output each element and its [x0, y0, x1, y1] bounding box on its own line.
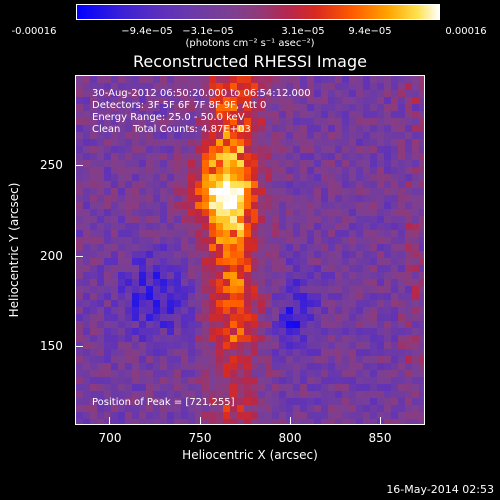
x-tick-mark	[200, 417, 201, 425]
x-tick-mark	[380, 417, 381, 425]
detectors-text: Detectors: 3F 5F 6F 7F 8F 9F, Att 0	[92, 100, 267, 111]
colorbar	[76, 4, 440, 20]
footer-date: 16-May-2014 02:53	[386, 483, 494, 496]
x-tick-label: 700	[98, 431, 122, 445]
colorbar-tick-label: 9.4e−05	[348, 26, 392, 37]
x-tick-mark	[290, 417, 291, 425]
x-tick-label: 750	[188, 431, 212, 445]
plot-title: Reconstructed RHESSI Image	[133, 52, 367, 71]
y-tick-mark	[75, 256, 83, 257]
colorbar-tick-label: −9.4e−05	[121, 26, 173, 37]
y-tick-label: 250	[40, 158, 63, 172]
colorbar-tick-label: 0.00016	[445, 26, 487, 37]
y-tick-mark	[75, 346, 83, 347]
y-tick-label: 150	[40, 339, 63, 353]
colorbar-tick-label: -0.00016	[11, 26, 57, 37]
peak-position-text: Position of Peak = [721,255]	[92, 397, 235, 408]
method-counts-text: Clean Total Counts: 4.87E+03	[92, 124, 251, 135]
rhessi-image-pixels	[76, 76, 424, 424]
time-range-text: 30-Aug-2012 06:50:20.000 to 06:54:12.000	[92, 88, 311, 99]
x-tick-mark	[109, 417, 110, 425]
y-axis-label: Heliocentric Y (arcsec)	[7, 182, 21, 318]
colorbar-tick-label: 3.1e−05	[281, 26, 325, 37]
rhessi-image	[75, 75, 425, 425]
x-tick-label: 800	[278, 431, 302, 445]
colorbar-tick-label: −3.1e−05	[182, 26, 234, 37]
y-tick-mark	[75, 165, 83, 166]
energy-range-text: Energy Range: 25.0 - 50.0 keV	[92, 112, 245, 123]
y-tick-label: 200	[40, 249, 63, 263]
x-tick-label: 850	[368, 431, 392, 445]
colorbar-units: (photons cm⁻² s⁻¹ asec⁻²)	[185, 38, 315, 49]
x-axis-label: Heliocentric X (arcsec)	[182, 448, 318, 462]
